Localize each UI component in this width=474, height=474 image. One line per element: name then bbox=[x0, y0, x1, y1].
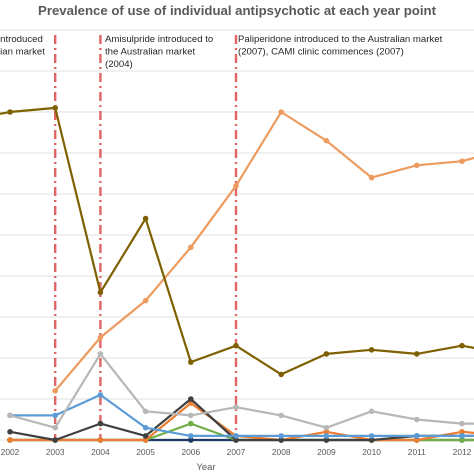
data-point bbox=[52, 412, 58, 419]
series-group bbox=[0, 105, 474, 443]
annotation-text: the Australian market bbox=[105, 47, 195, 58]
data-point bbox=[323, 137, 330, 144]
data-point bbox=[142, 297, 149, 304]
data-point bbox=[7, 437, 13, 443]
data-point bbox=[278, 437, 285, 443]
data-point bbox=[142, 215, 149, 222]
data-point bbox=[97, 420, 104, 427]
data-point bbox=[323, 433, 330, 439]
chart-title: Prevalence of use of individual antipsyc… bbox=[38, 3, 436, 18]
data-point bbox=[459, 158, 465, 164]
data-point bbox=[233, 433, 239, 439]
data-point bbox=[97, 289, 104, 296]
data-point bbox=[323, 351, 330, 357]
data-point bbox=[188, 420, 194, 427]
data-point bbox=[233, 183, 239, 189]
data-point bbox=[97, 437, 104, 443]
data-point bbox=[459, 342, 465, 349]
data-point bbox=[368, 408, 375, 415]
x-tick-label: 2012 bbox=[453, 447, 472, 457]
data-point bbox=[7, 109, 13, 115]
data-point bbox=[323, 429, 330, 435]
data-point bbox=[142, 433, 149, 439]
data-point bbox=[142, 437, 149, 443]
x-tick-label: 2008 bbox=[272, 447, 291, 457]
data-point bbox=[278, 371, 285, 378]
data-point bbox=[233, 342, 239, 349]
data-point bbox=[97, 334, 104, 341]
x-tick-labels: 2002 2003 2004 2005 2006 2007 2008 2009 2010 2011… bbox=[1, 447, 472, 457]
data-point bbox=[414, 437, 420, 443]
x-tick-label: 2010 bbox=[362, 447, 381, 457]
x-tick-label: 2009 bbox=[317, 447, 336, 457]
x-tick-label: 2003 bbox=[46, 447, 65, 457]
data-point bbox=[97, 392, 104, 398]
data-point bbox=[52, 388, 58, 394]
annotation-text: Amisulpride introduced to bbox=[105, 34, 213, 45]
data-point bbox=[52, 437, 58, 443]
data-point bbox=[233, 437, 239, 443]
data-point bbox=[414, 433, 420, 439]
data-point bbox=[368, 174, 375, 181]
data-point bbox=[278, 412, 285, 419]
data-point bbox=[7, 412, 13, 419]
data-point bbox=[142, 424, 149, 431]
data-point bbox=[459, 437, 465, 443]
data-point bbox=[414, 162, 420, 169]
data-point bbox=[414, 351, 420, 357]
data-point bbox=[278, 109, 285, 115]
data-point bbox=[459, 433, 465, 439]
annotation-text: (2004) bbox=[105, 59, 133, 70]
data-point bbox=[188, 359, 194, 365]
annotation-text: (2007), CAMI clinic commences (2007) bbox=[238, 47, 404, 58]
x-tick-label: 2011 bbox=[408, 447, 426, 457]
data-point bbox=[188, 412, 194, 419]
data-point bbox=[7, 429, 13, 435]
data-point bbox=[459, 420, 465, 427]
x-tick-label: 2005 bbox=[136, 447, 155, 457]
x-tick-label: 2002 bbox=[1, 447, 20, 457]
data-point bbox=[368, 433, 375, 439]
data-point bbox=[97, 351, 104, 357]
data-point bbox=[188, 244, 194, 251]
data-point bbox=[414, 416, 420, 423]
data-point bbox=[368, 347, 375, 353]
x-tick-label: 2004 bbox=[91, 447, 110, 457]
data-point bbox=[188, 396, 194, 402]
data-point bbox=[52, 105, 58, 111]
data-point bbox=[278, 433, 285, 439]
data-point bbox=[323, 424, 330, 431]
annotation-text: lian market bbox=[0, 47, 45, 58]
x-tick-label: 2007 bbox=[227, 447, 246, 457]
data-point bbox=[459, 429, 465, 435]
data-point bbox=[233, 404, 239, 411]
event-markers bbox=[54, 35, 238, 440]
annotation-text: Paliperidone introduced to the Australia… bbox=[238, 34, 443, 45]
data-point bbox=[52, 424, 58, 431]
series-line bbox=[54, 110, 474, 392]
data-point bbox=[188, 437, 194, 443]
data-point bbox=[142, 408, 149, 415]
data-point bbox=[188, 433, 194, 439]
x-axis-title: Year bbox=[197, 461, 216, 472]
series-line bbox=[9, 352, 474, 429]
annotations: introduced lian market Amisulpride introdu… bbox=[0, 34, 443, 70]
series-line bbox=[10, 402, 474, 442]
data-point bbox=[368, 437, 375, 443]
x-tick-label: 2006 bbox=[181, 447, 200, 457]
annotation-text: introduced bbox=[0, 34, 43, 45]
series-line bbox=[10, 393, 474, 437]
data-point bbox=[323, 437, 330, 443]
